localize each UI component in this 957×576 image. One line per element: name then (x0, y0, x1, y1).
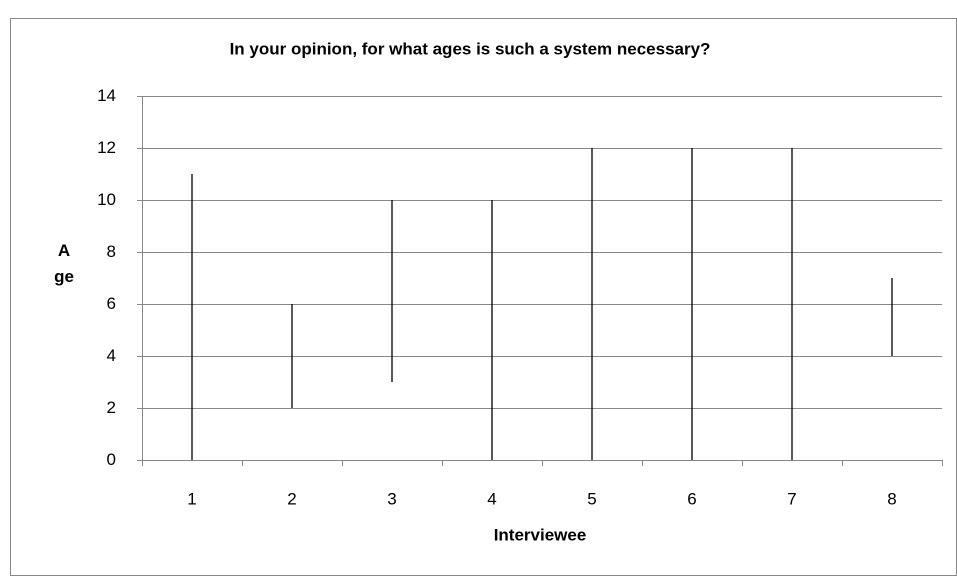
x-tick-label: 6 (687, 489, 696, 508)
chart-title: In your opinion, for what ages is such a… (230, 39, 711, 58)
y-tick-label: 8 (107, 242, 116, 261)
x-tick-label: 4 (487, 489, 496, 508)
y-tick-label: 2 (107, 398, 116, 417)
x-tick-label: 7 (787, 489, 796, 508)
x-tick-label: 1 (187, 489, 196, 508)
y-tick-label: 6 (107, 294, 116, 313)
y-tick-label: 4 (107, 346, 116, 365)
chart-border (10, 18, 957, 576)
x-tick-label: 8 (887, 489, 896, 508)
y-tick-label: 10 (97, 190, 116, 209)
x-tick-label: 5 (587, 489, 596, 508)
x-tick-label: 3 (387, 489, 396, 508)
y-tick-label: 14 (97, 86, 116, 105)
y-axis-label: Age (54, 241, 74, 286)
x-axis-label: Interviewee (494, 525, 587, 544)
x-tick-label: 2 (287, 489, 296, 508)
y-tick-label: 12 (97, 138, 116, 157)
y-tick-label: 0 (107, 450, 116, 469)
